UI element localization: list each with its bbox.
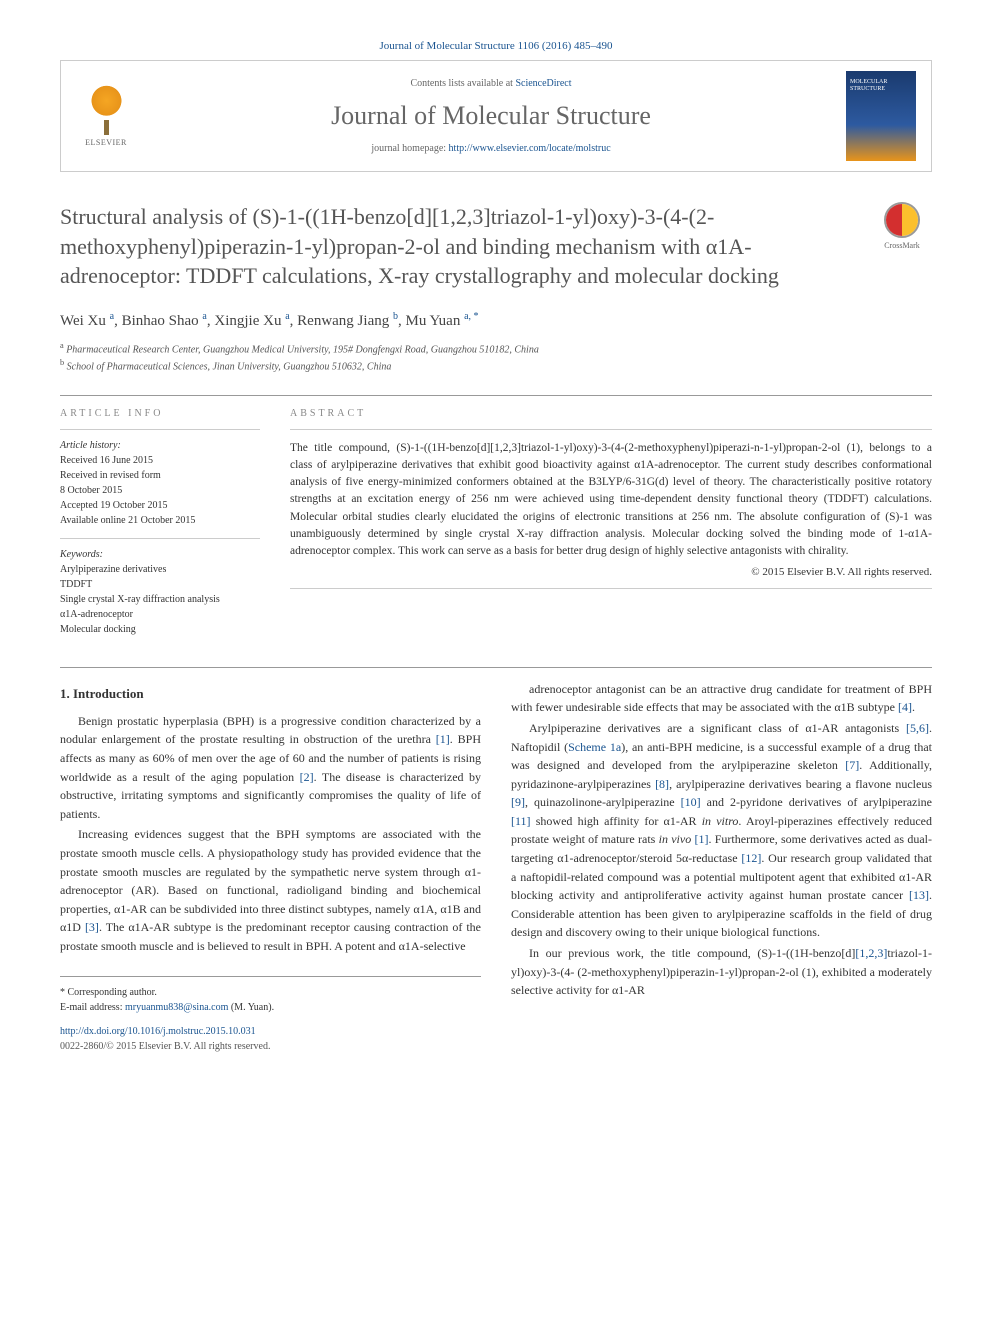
keyword: Single crystal X-ray diffraction analysi… (60, 592, 260, 607)
abstract-divider (290, 588, 932, 589)
history-label: Article history: (60, 440, 260, 451)
abstract-divider (290, 429, 932, 430)
body-paragraph: adrenoceptor antagonist can be an attrac… (511, 680, 932, 717)
body-paragraph: Arylpiperazine derivatives are a signifi… (511, 719, 932, 942)
top-citation: Journal of Molecular Structure 1106 (201… (60, 40, 932, 52)
email-label: E-mail address: (60, 1002, 125, 1013)
abstract-column: ABSTRACT The title compound, (S)-1-((1H-… (290, 408, 932, 637)
info-abstract-row: ARTICLE INFO Article history: Received 1… (60, 408, 932, 637)
affiliation: a Pharmaceutical Research Center, Guangz… (60, 340, 932, 357)
abstract-heading: ABSTRACT (290, 408, 932, 419)
body-paragraph: In our previous work, the title compound… (511, 944, 932, 1000)
history-line: Received 16 June 2015 (60, 453, 260, 468)
sciencedirect-link[interactable]: ScienceDirect (515, 78, 571, 89)
divider (60, 395, 932, 396)
journal-header: ELSEVIER Contents lists available at Sci… (60, 60, 932, 172)
email-link[interactable]: mryuanmu838@sina.com (125, 1002, 228, 1013)
history-line: 8 October 2015 (60, 483, 260, 498)
authors: Wei Xu a, Binhao Shao a, Xingjie Xu a, R… (60, 311, 932, 330)
issn-line: 0022-2860/© 2015 Elsevier B.V. All right… (60, 1039, 481, 1055)
affiliation: b School of Pharmaceutical Sciences, Jin… (60, 357, 932, 374)
info-heading: ARTICLE INFO (60, 408, 260, 419)
info-divider (60, 429, 260, 430)
email-suffix: (M. Yuan). (228, 1002, 274, 1013)
publisher-name: ELSEVIER (85, 138, 127, 147)
affiliations: a Pharmaceutical Research Center, Guangz… (60, 340, 932, 375)
body-paragraph: Benign prostatic hyperplasia (BPH) is a … (60, 712, 481, 824)
crossmark-badge[interactable]: CrossMark (872, 202, 932, 250)
body-columns: 1. Introduction Benign prostatic hyperpl… (60, 680, 932, 1055)
elsevier-logo: ELSEVIER (76, 81, 136, 151)
homepage-line: journal homepage: http://www.elsevier.co… (151, 143, 831, 154)
keyword: Molecular docking (60, 622, 260, 637)
abstract-copyright: © 2015 Elsevier B.V. All rights reserved… (290, 566, 932, 578)
contents-prefix: Contents lists available at (410, 78, 515, 89)
header-center: Contents lists available at ScienceDirec… (136, 78, 846, 154)
history-line: Accepted 19 October 2015 (60, 498, 260, 513)
corresponding-footer: * Corresponding author. E-mail address: … (60, 976, 481, 1055)
contents-line: Contents lists available at ScienceDirec… (151, 78, 831, 89)
history-line: Received in revised form (60, 468, 260, 483)
homepage-prefix: journal homepage: (371, 143, 448, 154)
elsevier-tree-icon (84, 85, 129, 130)
title-row: Structural analysis of (S)-1-((1H-benzo[… (60, 202, 932, 291)
journal-cover-thumb (846, 71, 916, 161)
article-title: Structural analysis of (S)-1-((1H-benzo[… (60, 202, 857, 291)
body-paragraph: Increasing evidences suggest that the BP… (60, 825, 481, 955)
abstract-text: The title compound, (S)-1-((1H-benzo[d][… (290, 440, 932, 561)
homepage-link[interactable]: http://www.elsevier.com/locate/molstruc (449, 143, 611, 154)
keywords-label: Keywords: (60, 549, 260, 560)
corr-label: * Corresponding author. (60, 985, 481, 1001)
article-info: ARTICLE INFO Article history: Received 1… (60, 408, 260, 637)
crossmark-icon (884, 202, 920, 238)
doi-link[interactable]: http://dx.doi.org/10.1016/j.molstruc.201… (60, 1024, 481, 1040)
email-line: E-mail address: mryuanmu838@sina.com (M.… (60, 1000, 481, 1016)
section-heading: 1. Introduction (60, 684, 481, 704)
crossmark-label: CrossMark (884, 241, 920, 250)
keyword: α1A-adrenoceptor (60, 607, 260, 622)
page: Journal of Molecular Structure 1106 (201… (0, 0, 992, 1095)
journal-name: Journal of Molecular Structure (151, 101, 831, 131)
info-divider (60, 538, 260, 539)
divider (60, 667, 932, 668)
keyword: TDDFT (60, 577, 260, 592)
history-line: Available online 21 October 2015 (60, 513, 260, 528)
keyword: Arylpiperazine derivatives (60, 562, 260, 577)
